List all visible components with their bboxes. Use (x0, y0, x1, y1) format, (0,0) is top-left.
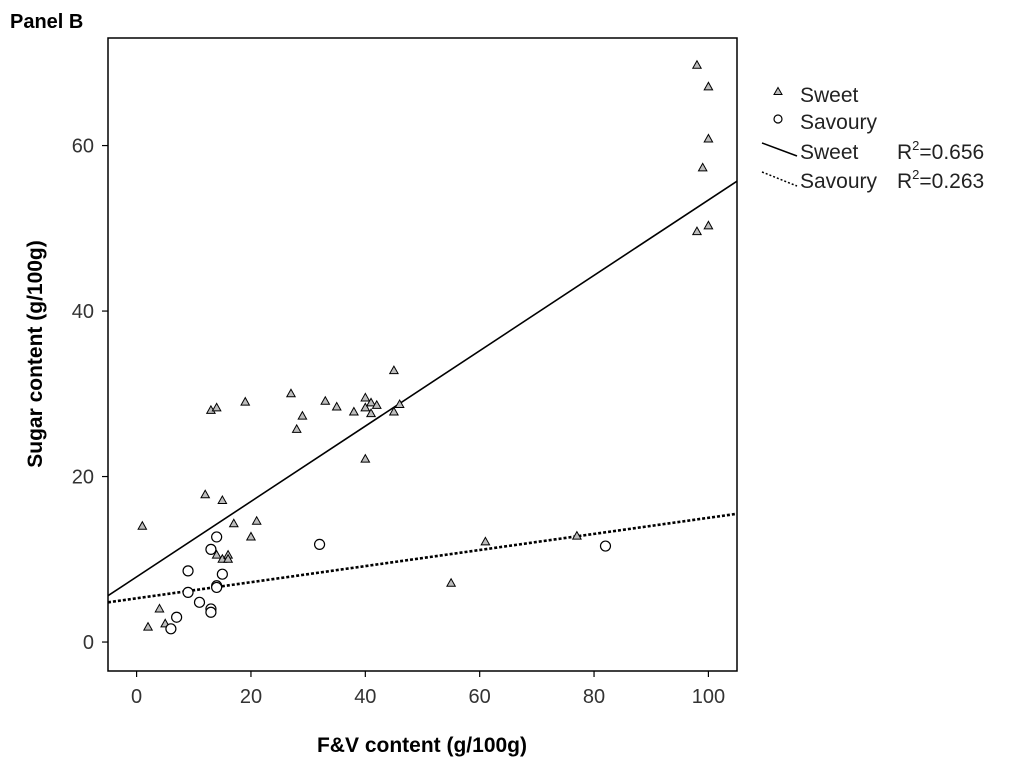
point-sweet (245, 531, 257, 541)
fit-lines (107, 180, 738, 604)
point-savoury (211, 581, 223, 594)
point-sweet (217, 495, 228, 505)
point-savoury (182, 586, 194, 598)
point-sweet (240, 396, 251, 406)
plot-area (107, 37, 738, 672)
point-sweet (154, 603, 165, 613)
point-savoury (211, 531, 223, 543)
y-tick-label: 0 (83, 632, 94, 654)
point-savoury (599, 540, 612, 552)
point-sweet (697, 162, 708, 172)
point-sweet (297, 410, 308, 420)
legend-triangle-icon (773, 86, 783, 95)
axis-ticks: 0 20 40 60 80 100 0 20 40 60 (72, 136, 725, 708)
y-axis-title: Sugar content (g/100g) (24, 240, 47, 468)
point-sweet (200, 489, 211, 499)
point-sweet (320, 395, 331, 405)
point-savoury (165, 623, 177, 635)
point-sweet (360, 392, 371, 402)
point-sweet (285, 388, 297, 398)
legend-solid-line-icon (761, 142, 798, 157)
y-tick-label: 20 (72, 467, 94, 489)
point-savoury (171, 611, 183, 623)
y-tick-label: 60 (72, 136, 94, 158)
point-sweet (223, 553, 234, 563)
point-sweet (137, 520, 148, 530)
point-sweet (360, 402, 371, 412)
point-savoury (216, 568, 228, 580)
point-sweet (211, 402, 222, 412)
point-sweet (365, 408, 377, 418)
point-sweet (360, 453, 371, 463)
fit-line-sweet (107, 180, 738, 597)
point-sweet (703, 133, 714, 143)
point-sweet (291, 423, 302, 433)
x-tick-label: 40 (354, 686, 376, 708)
point-sweet (703, 81, 714, 91)
point-sweet (228, 518, 239, 528)
point-sweet (394, 399, 405, 409)
point-sweet (446, 577, 457, 587)
legend-dotted-line-icon (761, 171, 798, 187)
point-sweet (691, 59, 703, 69)
point-sweet (348, 406, 359, 416)
legend-label-savoury: Savoury (800, 111, 878, 134)
x-tick-label: 20 (240, 686, 262, 708)
point-sweet (331, 401, 342, 411)
point-savoury (205, 543, 217, 555)
x-tick-label: 80 (583, 686, 605, 708)
data-points (137, 59, 714, 635)
point-sweet (211, 549, 222, 559)
legend-label-sweet: Sweet (800, 84, 859, 107)
point-sweet (365, 397, 377, 407)
x-tick-label: 60 (469, 686, 491, 708)
legend-circle-icon (773, 114, 783, 124)
point-savoury (205, 606, 217, 618)
point-sweet (691, 226, 703, 236)
point-savoury (182, 565, 194, 577)
point-sweet (388, 365, 399, 375)
point-sweet (571, 530, 582, 540)
point-sweet (142, 621, 154, 631)
point-savoury (313, 538, 326, 551)
legend-label-sweet-fit: Sweet (800, 141, 859, 164)
x-axis-title: F&V content (g/100g) (317, 734, 527, 757)
y-tick-label: 40 (72, 301, 94, 323)
legend: Sweet Savoury Sweet R2=0.656 Savoury R2=… (761, 84, 984, 193)
x-tick-label: 0 (131, 686, 142, 708)
legend-r2-savoury: R2=0.263 (897, 167, 984, 193)
x-tick-label: 100 (692, 686, 725, 708)
point-sweet (371, 399, 382, 409)
point-sweet (388, 406, 399, 416)
legend-r2-sweet: R2=0.656 (897, 138, 984, 164)
point-savoury (193, 596, 206, 608)
panel-label: Panel B (10, 11, 83, 33)
point-sweet (480, 536, 491, 546)
point-sweet (703, 220, 714, 230)
legend-label-savoury-fit: Savoury (800, 170, 878, 193)
point-sweet (251, 515, 262, 525)
fit-line-savoury (107, 512, 738, 604)
